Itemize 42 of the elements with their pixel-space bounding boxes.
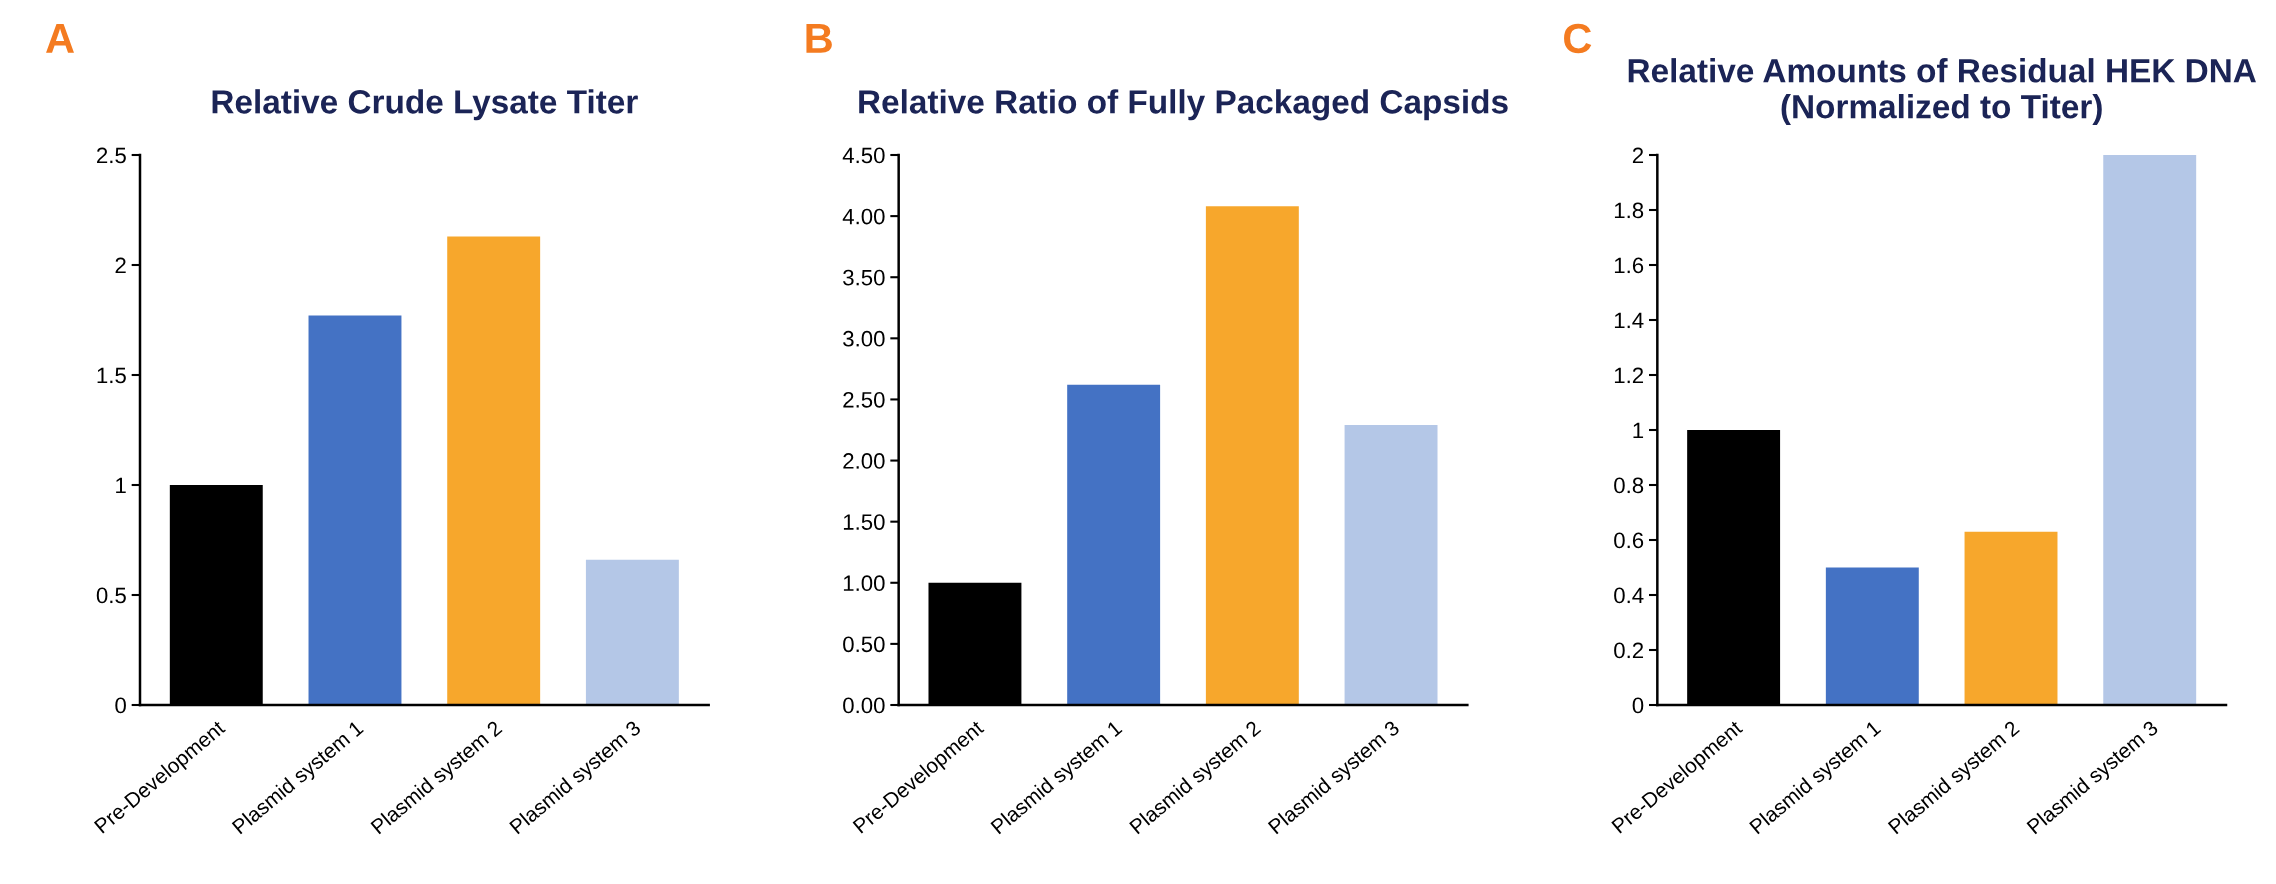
y-tick-label: 1.50 <box>843 514 885 530</box>
y-tick-label: 3.00 <box>843 330 885 347</box>
y-tick-label: 2 <box>1632 147 1644 164</box>
bar <box>1964 531 2058 705</box>
y-tick-label: 3.50 <box>843 269 885 286</box>
y-tick-label: 0.00 <box>843 697 885 714</box>
y-tick-label: 2 <box>115 257 126 274</box>
bar <box>447 236 541 705</box>
y-tick-label: 1 <box>116 477 126 494</box>
y-tick-label: 2.00 <box>843 453 885 469</box>
chart-title: Relative Crude Lysate Titer <box>212 89 638 121</box>
y-tick-label: 0.6 <box>1614 532 1644 549</box>
bar <box>1205 206 1299 705</box>
y-tick-label: 1.8 <box>1614 202 1644 219</box>
bar <box>1825 567 1919 705</box>
text: A <box>46 24 74 53</box>
y-tick-label: 0 <box>115 697 126 714</box>
y-tick-label: 0.5 <box>96 587 126 604</box>
text: B <box>806 24 832 53</box>
chart-title: Relative Amounts of Residual HEK DNA (Normalized to Titer) <box>1628 58 2256 126</box>
y-tick-label: 1.00 <box>843 575 885 592</box>
y-tick-label: 4.50 <box>842 147 885 164</box>
y-tick-label: 0.50 <box>843 636 885 653</box>
bar <box>308 315 402 705</box>
y-tick-label: 0.4 <box>1614 587 1644 604</box>
text: C <box>1564 23 1592 54</box>
bar <box>2103 155 2197 705</box>
y-tick-label: 0.2 <box>1614 642 1644 659</box>
chart-title: Relative Ratio of Fully Packaged Capsids <box>859 89 1508 121</box>
bar <box>1344 425 1438 705</box>
y-tick-label: 1.6 <box>1614 257 1644 274</box>
y-tick-label: 1.2 <box>1614 367 1644 384</box>
y-tick-label: 0 <box>1632 697 1644 714</box>
y-tick-label: 4.00 <box>842 208 885 225</box>
y-tick-label: 1.5 <box>97 367 126 384</box>
y-tick-label: 2.50 <box>843 391 885 408</box>
bar <box>585 559 679 705</box>
y-tick-label: 1 <box>1633 422 1644 439</box>
bar <box>1067 384 1161 705</box>
y-tick-label: 0.8 <box>1614 477 1644 494</box>
y-tick-label: 1.4 <box>1614 312 1644 329</box>
y-tick-label: 2.5 <box>97 147 126 164</box>
